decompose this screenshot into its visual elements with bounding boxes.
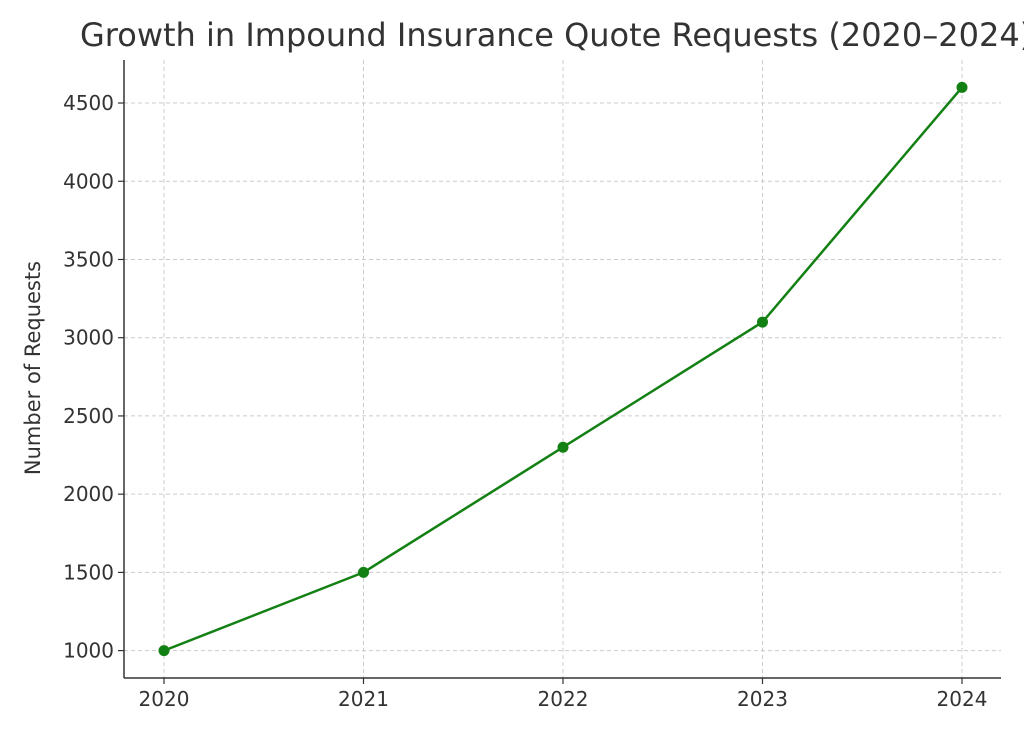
y-tick-label: 2500 bbox=[63, 404, 114, 428]
y-axis-label: Number of Requests bbox=[21, 261, 45, 475]
y-tick-label: 4000 bbox=[63, 169, 114, 193]
y-tick-label: 1000 bbox=[63, 639, 114, 663]
x-tick-label: 2022 bbox=[538, 687, 589, 711]
x-tick-label: 2020 bbox=[139, 687, 190, 711]
x-ticks: 2020 2021 2022 2023 2024 bbox=[139, 678, 988, 711]
x-tick-label: 2023 bbox=[737, 687, 788, 711]
y-tick-label: 2000 bbox=[63, 482, 114, 506]
data-point bbox=[557, 441, 569, 453]
x-tick-label: 2021 bbox=[338, 687, 389, 711]
y-tick-label: 3000 bbox=[63, 326, 114, 350]
y-tick-label: 1500 bbox=[63, 560, 114, 584]
y-ticks: 1000 1500 2000 2500 3000 3500 4000 4500 bbox=[63, 91, 124, 663]
data-point bbox=[158, 645, 170, 657]
grid-lines bbox=[124, 60, 1001, 678]
series-layer bbox=[158, 81, 968, 657]
data-point bbox=[757, 316, 768, 328]
y-tick-label: 4500 bbox=[63, 91, 114, 115]
data-point bbox=[358, 566, 369, 578]
y-tick-label: 3500 bbox=[63, 247, 114, 271]
chart-title: Growth in Impound Insurance Quote Reques… bbox=[80, 16, 1024, 54]
x-tick-label: 2024 bbox=[937, 687, 988, 711]
data-point bbox=[956, 81, 968, 93]
